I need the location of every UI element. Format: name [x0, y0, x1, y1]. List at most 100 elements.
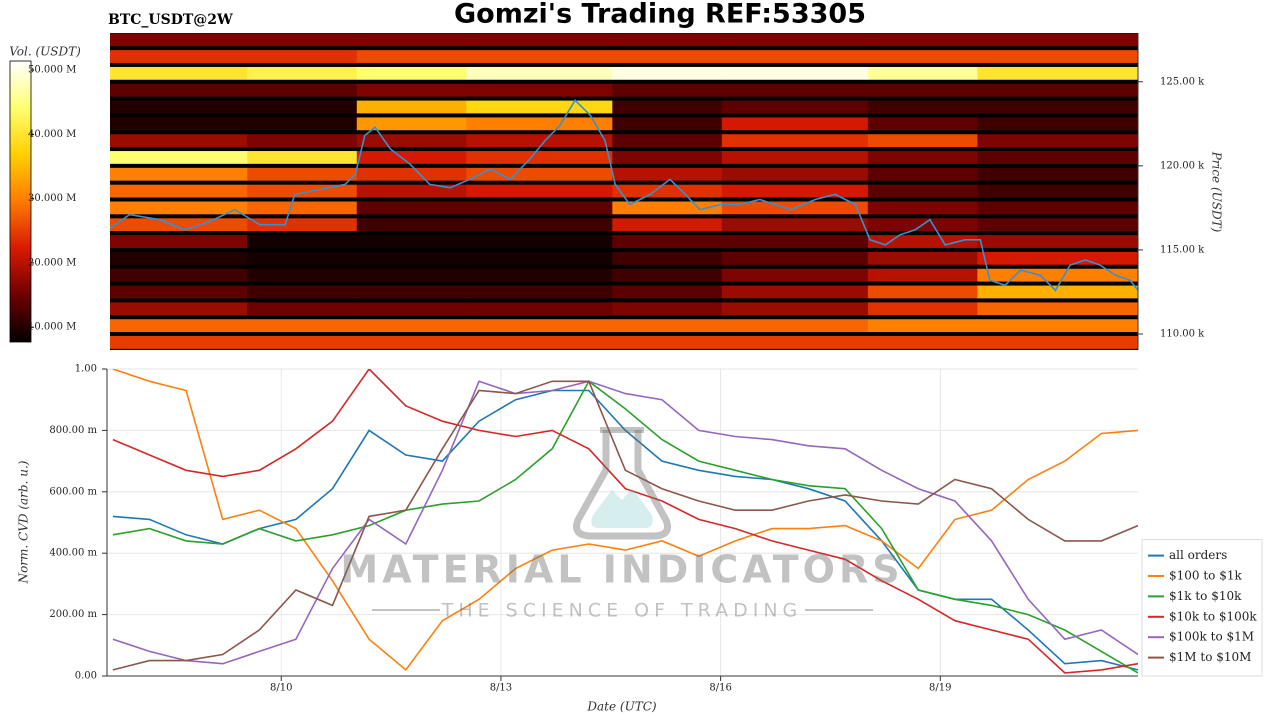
- heatmap-cell: [867, 268, 978, 282]
- heatmap-cell: [356, 285, 467, 299]
- heatmap-cell: [247, 251, 358, 265]
- legend-label: $100k to $1M: [1169, 630, 1254, 644]
- heatmap-cell: [867, 184, 978, 198]
- heatmap-cell: [612, 251, 723, 265]
- heatmap-cell: [612, 50, 723, 63]
- x-tick-label: 8/13: [490, 683, 512, 694]
- heatmap-cell: [721, 117, 869, 131]
- heatmap-cell: [356, 201, 467, 215]
- heatmap-cell: [356, 50, 467, 63]
- colorbar-tick-label: 50.000 M: [28, 65, 76, 76]
- heatmap-cell: [247, 336, 358, 349]
- heatmap-cell: [977, 302, 1138, 316]
- heatmap-cell: [612, 151, 723, 164]
- heatmap-cell: [867, 167, 978, 181]
- heatmap-cell: [110, 117, 248, 131]
- heatmap-cell: [466, 184, 613, 198]
- heatmap-cell: [110, 201, 248, 215]
- heatmap-cell: [466, 336, 613, 349]
- heatmap-cell: [466, 167, 613, 181]
- heatmap-cell: [612, 167, 723, 181]
- y-tick-label: 1.00: [75, 364, 97, 375]
- heatmap-cell: [721, 151, 869, 164]
- watermark-flask: [573, 430, 672, 540]
- heatmap-cell: [247, 201, 358, 215]
- heatmap-cell: [466, 134, 613, 148]
- heatmap-cell: [977, 50, 1138, 63]
- heatmap-cell: [977, 201, 1138, 215]
- heatmap-cell: [721, 167, 869, 181]
- heatmap-cell: [977, 66, 1138, 80]
- heatmap-cell: [612, 83, 723, 97]
- heatmap-cell: [612, 336, 723, 349]
- series-line: [112, 380, 1138, 674]
- heatmap-cell: [110, 134, 248, 148]
- heatmap-cell: [110, 319, 248, 333]
- heatmap-cell: [110, 184, 248, 198]
- colorbar-tick-label: 40.000 M: [28, 129, 76, 140]
- heatmap-cell: [247, 83, 358, 97]
- heatmap-cell: [867, 251, 978, 265]
- heatmap-cell: [721, 134, 869, 148]
- x-tick-label: 8/16: [709, 683, 731, 694]
- watermark-tagline: THE SCIENCE OF TRADING: [441, 600, 803, 622]
- heatmap-cell: [110, 66, 248, 80]
- heatmap-cell: [612, 319, 723, 333]
- heatmap-cell: [721, 251, 869, 265]
- heatmap: [110, 33, 1138, 350]
- heatmap-cell: [466, 285, 613, 299]
- heatmap-cell: [721, 184, 869, 198]
- heatmap-cell: [356, 83, 467, 97]
- heatmap-cell: [466, 66, 613, 80]
- heatmap-cell: [721, 83, 869, 97]
- heatmap-cell: [247, 100, 358, 114]
- y-axis-label: Price (USDT): [1210, 151, 1224, 233]
- heatmap-cell: [721, 66, 869, 80]
- heatmap-cell: [612, 235, 723, 248]
- heatmap-cell: [977, 167, 1138, 181]
- heatmap-cell: [867, 50, 978, 63]
- page-title: Gomzi's Trading REF:53305: [454, 0, 866, 30]
- heatmap-cell: [356, 151, 467, 164]
- x-tick-label: 8/10: [270, 683, 292, 694]
- heatmap-cell: [356, 100, 467, 114]
- heatmap-cell: [612, 268, 723, 282]
- legend-label: $1M to $10M: [1169, 650, 1251, 664]
- series-line: [112, 369, 1138, 674]
- heatmap-cell: [977, 285, 1138, 299]
- heatmap-cell: [356, 336, 467, 349]
- legend-label: $1k to $10k: [1169, 589, 1242, 603]
- line-plot: 0.00 200.00 m 400.00 m 600.00 m 800.00 m 1.00…: [49, 364, 1263, 694]
- series-line: [112, 369, 1138, 672]
- heatmap-cell: [110, 302, 248, 316]
- heatmap-cell: [110, 151, 248, 164]
- heatmap-cell: [867, 117, 978, 131]
- heatmap-cell: [721, 218, 869, 232]
- heatmap-cell: [977, 33, 1138, 47]
- heatmap-cell: [867, 83, 978, 97]
- heatmap-cell: [977, 83, 1138, 97]
- heatmap-cell: [977, 235, 1138, 248]
- heatmap-cell: [356, 117, 467, 131]
- y-tick-label: 600.00 m: [49, 486, 97, 497]
- heatmap-cell: [247, 319, 358, 333]
- heatmap-cell: [721, 268, 869, 282]
- heatmap-cell: [977, 319, 1138, 333]
- heatmap-cell: [110, 100, 248, 114]
- heatmap-cell: [247, 117, 358, 131]
- heatmap-cell: [356, 251, 467, 265]
- heatmap-cell: [356, 33, 467, 47]
- chart-title: BTC_USDT@2W: [108, 12, 233, 28]
- heatmap-cell: [977, 117, 1138, 131]
- watermark-name: MATERIAL INDICATORS: [340, 548, 903, 592]
- heatmap-cell: [612, 134, 723, 148]
- x-axis-label: Date (UTC): [586, 700, 656, 714]
- heatmap-cell: [466, 33, 613, 47]
- heatmap-cell: [977, 218, 1138, 232]
- y-axis-label: Norm. CVD (arb. u.): [17, 460, 31, 584]
- heatmap-cell: [356, 184, 467, 198]
- heatmap-cell: [612, 184, 723, 198]
- heatmap-cell: [612, 117, 723, 131]
- heatmap-cell: [356, 134, 467, 148]
